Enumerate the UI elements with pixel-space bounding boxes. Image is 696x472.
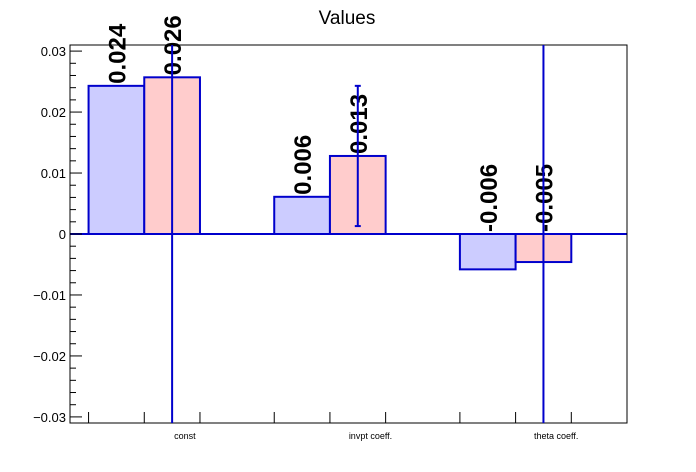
errors-layer (171, 45, 545, 423)
y-tick-label: 0.02 (41, 105, 66, 120)
bar-s0-2 (458, 233, 517, 271)
bar-s0-0 (87, 84, 146, 235)
y-tick-label: 0.01 (41, 166, 66, 181)
x-category-label: theta coeff. (534, 431, 578, 441)
x-category-label: const (174, 431, 196, 441)
y-tick-label: 0 (59, 227, 66, 242)
bar-value-label: 0.013 (346, 94, 373, 154)
y-tick-label: −0.02 (33, 349, 66, 364)
y-tick-label: −0.03 (33, 410, 66, 425)
bar-value-label: -0.006 (476, 164, 503, 232)
bar-value-label: 0.024 (104, 23, 131, 84)
axes-layer: −0.03 −0.02 −0.01 0 0.01 0.02 0.03 const invpt c… (33, 44, 628, 441)
x-category-label: invpt coeff. (349, 431, 392, 441)
chart-title: Values (319, 8, 376, 29)
y-tick-label: 0.03 (41, 44, 66, 59)
bar-value-label: 0.006 (290, 135, 317, 195)
bar-value-label: -0.005 (531, 164, 558, 232)
bar-s0-1 (273, 195, 331, 235)
y-tick-label: −0.01 (33, 288, 66, 303)
